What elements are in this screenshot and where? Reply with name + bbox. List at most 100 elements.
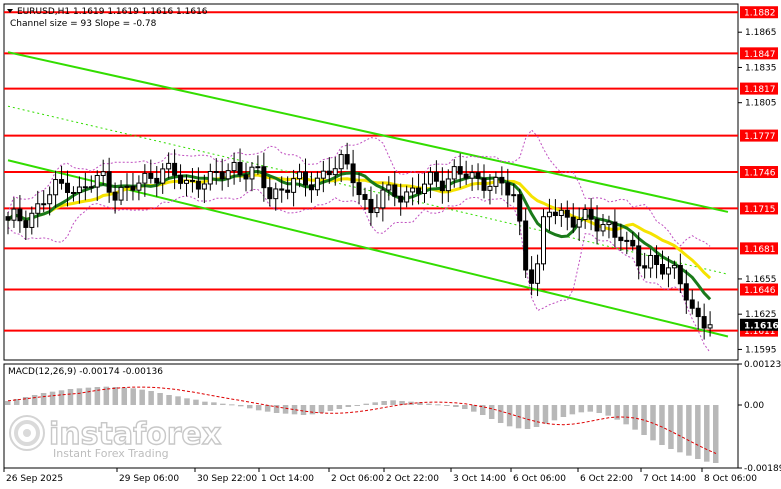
candle-body xyxy=(314,177,320,191)
bollinger-lower xyxy=(7,189,711,353)
candle xyxy=(136,175,142,201)
candle-body xyxy=(618,236,624,242)
candle xyxy=(142,164,148,197)
level-tag xyxy=(740,202,778,215)
candle xyxy=(439,167,445,204)
candle-body xyxy=(35,203,41,214)
candle-body xyxy=(308,184,314,191)
macd-bar xyxy=(193,399,199,405)
macd-panel-frame xyxy=(3,363,739,469)
candle xyxy=(630,232,636,251)
candle-body xyxy=(225,170,231,180)
candle-body xyxy=(106,171,112,193)
macd-bar xyxy=(246,405,253,409)
candle-body xyxy=(124,185,130,188)
candle xyxy=(88,175,94,193)
current-price-tag xyxy=(740,318,778,331)
macd-bar xyxy=(85,387,92,405)
candle xyxy=(707,311,713,337)
candle xyxy=(410,177,416,206)
macd-bar xyxy=(650,405,656,441)
macd-bar xyxy=(390,400,396,405)
macd-bar xyxy=(596,405,602,413)
bollinger-envelope xyxy=(7,129,711,353)
candle-body xyxy=(76,186,82,194)
candle xyxy=(576,207,582,242)
candle xyxy=(243,162,249,192)
candle xyxy=(279,176,285,203)
candle-body xyxy=(189,179,195,182)
candle-body xyxy=(297,171,303,180)
candle-body xyxy=(303,171,308,186)
candle-body xyxy=(320,170,326,179)
candle-body xyxy=(380,189,386,209)
watermark-tagline: Instant Forex Trading xyxy=(53,447,169,460)
candle xyxy=(273,182,279,211)
candle-body xyxy=(451,166,457,180)
candle xyxy=(308,171,314,203)
candle-body xyxy=(100,171,106,176)
candle-body xyxy=(94,174,100,188)
macd-bar xyxy=(175,396,181,405)
candle xyxy=(261,152,267,202)
candle-body xyxy=(588,208,594,220)
macd-bar xyxy=(76,388,83,405)
macd-bar xyxy=(202,401,208,405)
candle xyxy=(529,256,535,296)
candle-body xyxy=(422,183,427,194)
candle xyxy=(338,149,344,183)
macd-bar xyxy=(327,405,334,411)
candle-body xyxy=(427,171,433,185)
candle-body xyxy=(701,316,707,329)
candle xyxy=(332,157,338,186)
candle xyxy=(219,158,225,191)
candle-body xyxy=(17,208,23,222)
macd-bar xyxy=(139,389,145,405)
candle-body xyxy=(576,219,582,228)
level-tag-label: 1.1777 xyxy=(744,132,776,142)
candle-body xyxy=(445,178,451,192)
macd-bar xyxy=(300,405,307,415)
candle-body xyxy=(142,172,148,184)
level-tag-label: 1.1715 xyxy=(744,205,776,215)
candle xyxy=(427,167,433,199)
candle-body xyxy=(130,185,136,191)
level-tag xyxy=(740,242,778,255)
candle xyxy=(535,254,541,297)
current-price-label: 1.1616 xyxy=(744,321,779,331)
candle xyxy=(130,172,136,201)
candle xyxy=(654,245,660,279)
candle-body xyxy=(654,254,660,265)
candle xyxy=(189,168,195,193)
candle xyxy=(701,303,707,340)
candle-body xyxy=(118,186,124,201)
candle xyxy=(297,163,303,188)
candle-body xyxy=(154,177,160,184)
time-tick-label: 6 Oct 06:00 xyxy=(513,474,566,484)
candle-body xyxy=(237,161,243,176)
time-tick-label: 8 Oct 06:00 xyxy=(704,474,757,484)
level-tag-label: 1.1817 xyxy=(744,85,776,95)
candle-body xyxy=(160,168,166,184)
candle-body xyxy=(642,265,648,269)
candle xyxy=(642,252,648,279)
candle-body xyxy=(148,172,154,179)
macd-bar xyxy=(229,404,235,406)
candle-body xyxy=(457,166,463,175)
macd-bar xyxy=(605,405,611,416)
macd-bar xyxy=(704,405,710,462)
macd-bar xyxy=(578,405,585,413)
level-tag-label: 1.1611 xyxy=(744,327,776,337)
candle xyxy=(362,187,368,210)
macd-bar xyxy=(668,405,674,449)
collapse-arrow-icon[interactable] xyxy=(7,9,13,13)
candle-body xyxy=(564,209,570,218)
candle-body xyxy=(53,179,59,196)
candle-body xyxy=(178,174,184,184)
candle-body xyxy=(493,176,499,187)
candle-body xyxy=(231,161,237,172)
candle xyxy=(517,188,523,236)
price-tick-label: 1.1865 xyxy=(745,28,777,38)
candle-body xyxy=(546,211,552,218)
candle xyxy=(201,174,207,204)
